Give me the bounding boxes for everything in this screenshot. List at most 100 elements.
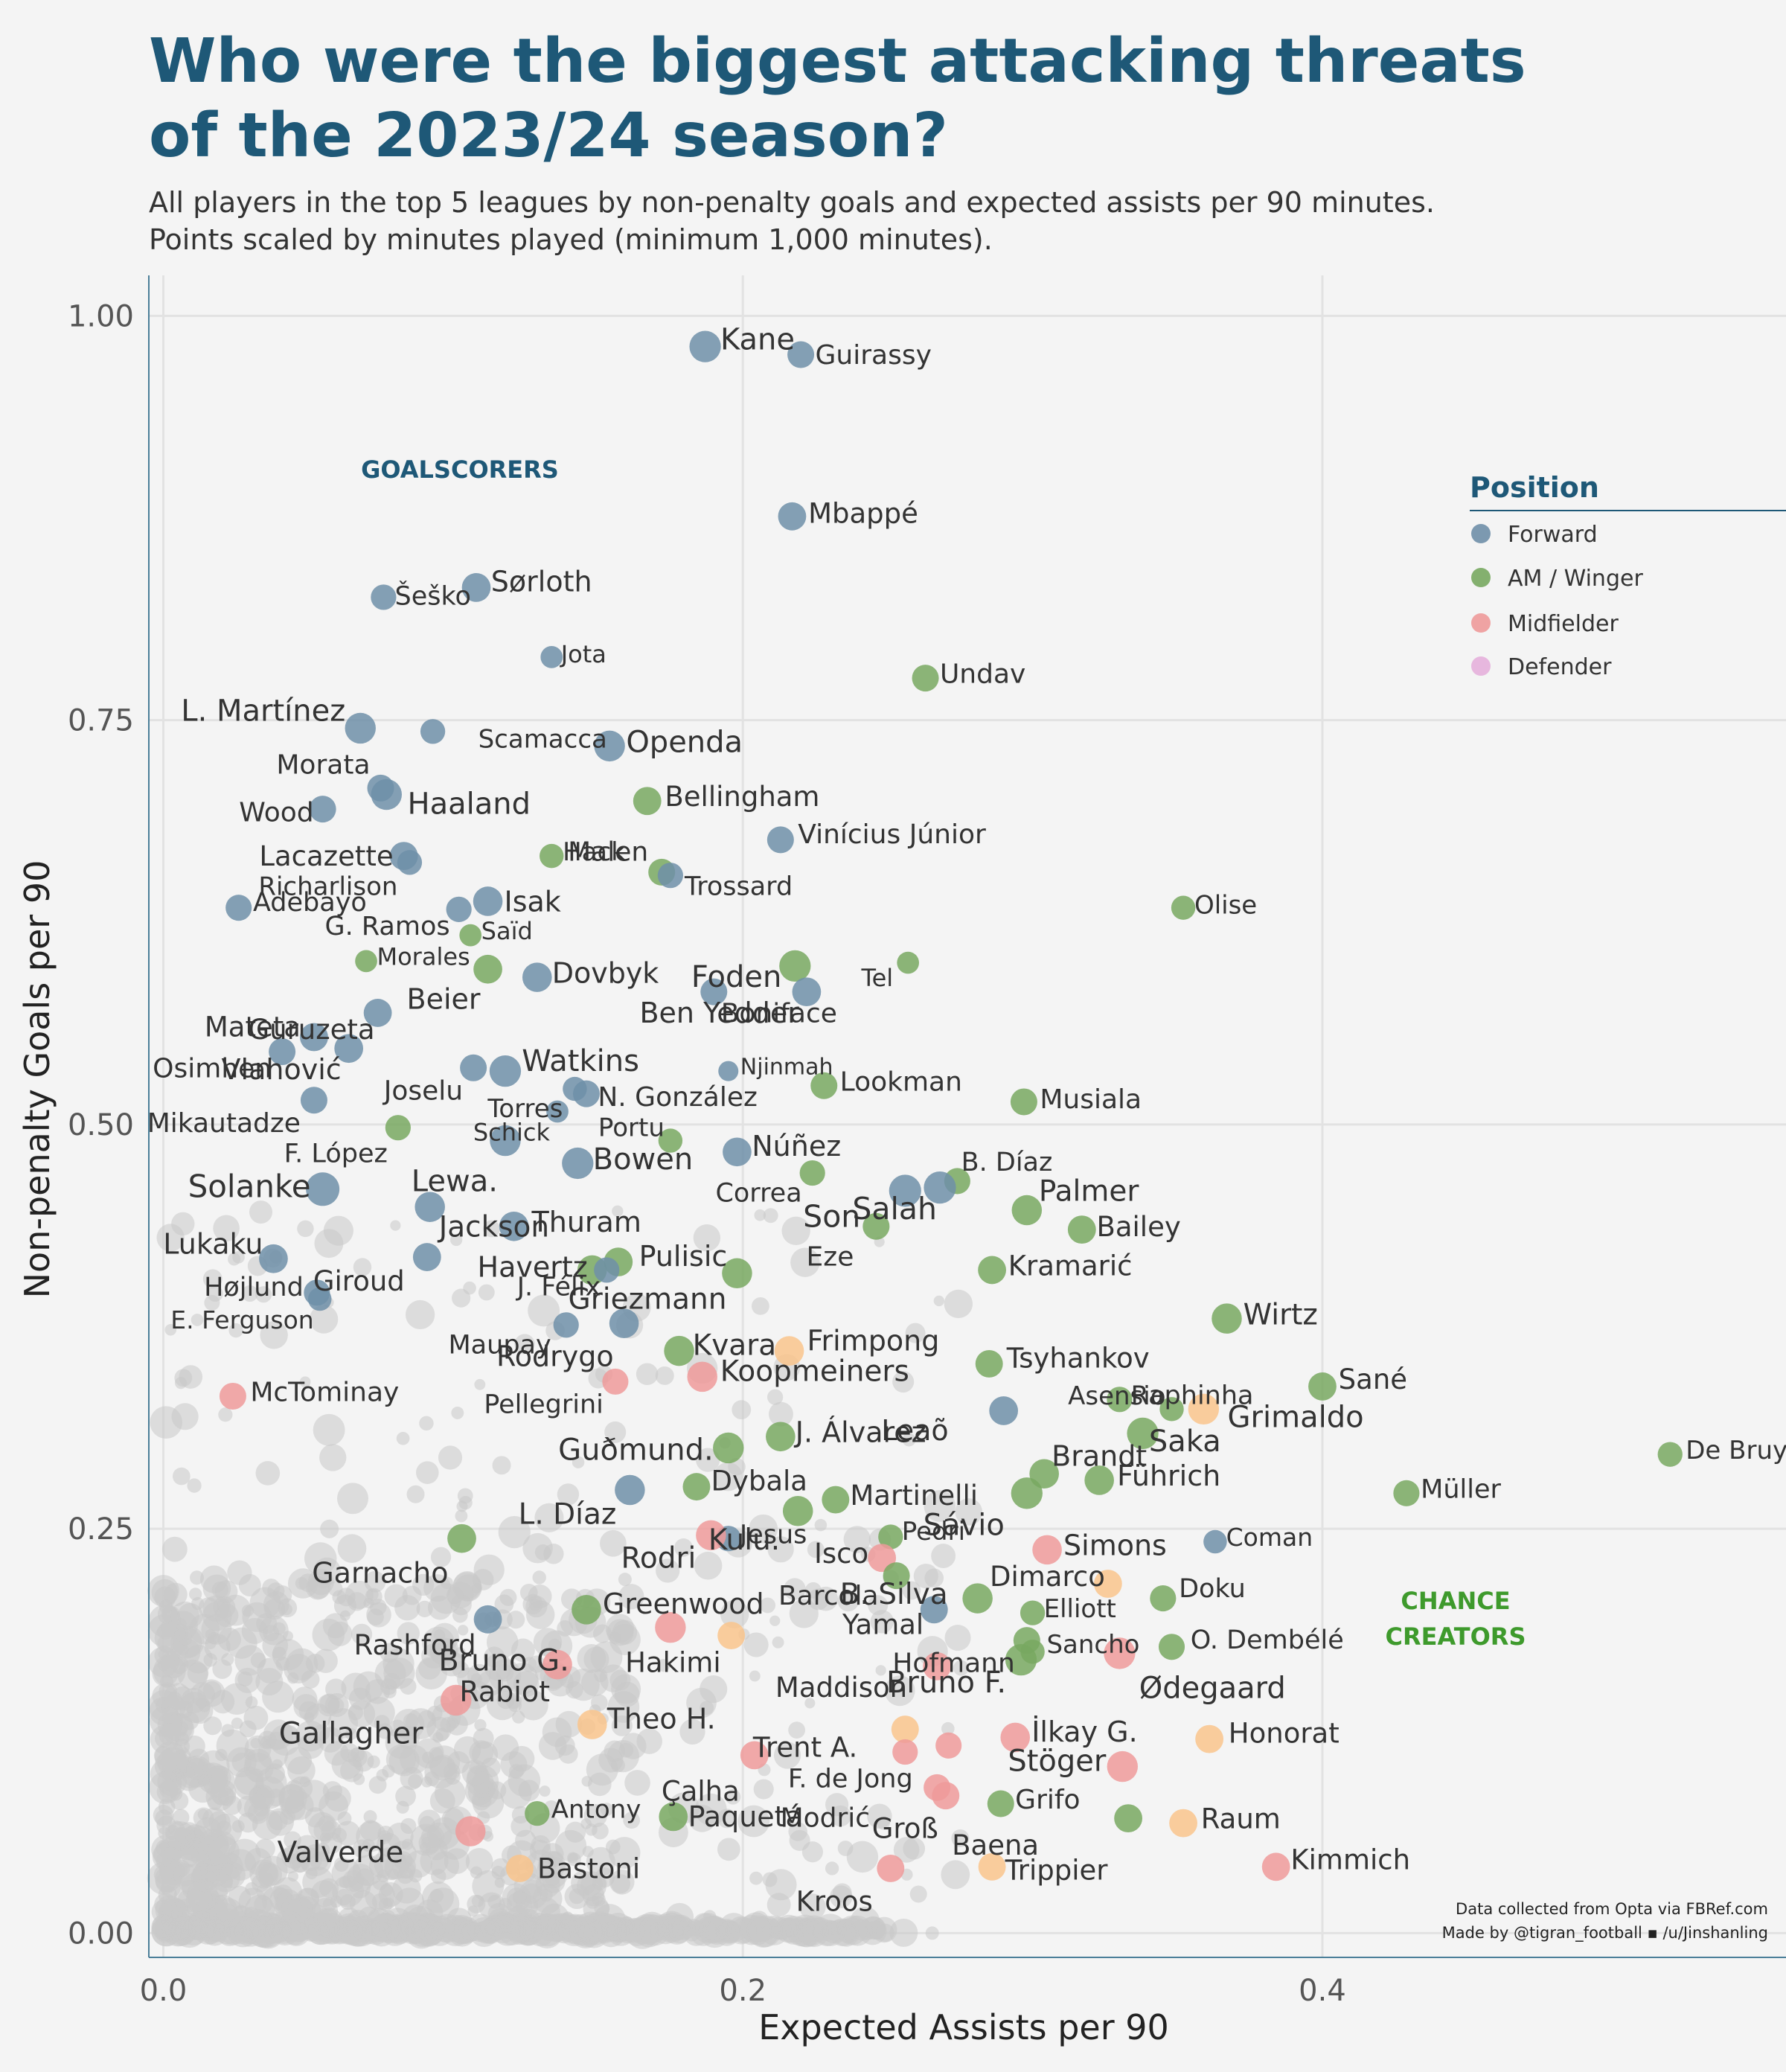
- background-point: [472, 1771, 494, 1794]
- background-point: [586, 1753, 618, 1786]
- point-hakimi: [717, 1622, 746, 1650]
- background-point: [760, 1597, 776, 1614]
- point-correa: [799, 1160, 825, 1186]
- background-point: [605, 1839, 621, 1855]
- background-point: [865, 1921, 878, 1934]
- label-raum: Raum: [1201, 1803, 1281, 1835]
- background-point: [203, 1716, 223, 1736]
- label-j-felix: J. Félix: [516, 1273, 601, 1302]
- background-point: [313, 1413, 345, 1446]
- point-bailey: [1067, 1215, 1096, 1244]
- background-point: [221, 1724, 234, 1737]
- background-point: [149, 1771, 182, 1804]
- point-valverde: [455, 1816, 486, 1846]
- credit-author: Made by @tigran_football ▪ /u/Jinshanlin…: [1442, 1924, 1768, 1942]
- label-mikautadze: Mikautadze: [147, 1108, 301, 1139]
- x-tick-label-1: 0.2: [719, 1974, 766, 2008]
- background-point: [356, 1820, 387, 1852]
- point-g-ramos: [446, 896, 472, 922]
- point-griezmann: [722, 1258, 752, 1289]
- point-koopmeiners: [687, 1361, 717, 1392]
- background-point: [157, 1747, 190, 1779]
- label-grifo: Grifo: [1015, 1785, 1080, 1815]
- legend-label-defender: Defender: [1508, 654, 1612, 680]
- background-point: [725, 1788, 741, 1805]
- label-pulisic: Pulisic: [639, 1240, 728, 1273]
- label-griezmann: Griezmann: [569, 1282, 727, 1316]
- background-point: [571, 1870, 597, 1896]
- label-son: Son: [803, 1198, 860, 1234]
- label-dybala: Dybala: [711, 1465, 807, 1497]
- background-point: [789, 1829, 810, 1851]
- background-point: [455, 1509, 468, 1523]
- background-point: [525, 1849, 557, 1881]
- background-point: [925, 1926, 939, 1940]
- background-point: [788, 1721, 806, 1739]
- legend-marker-forward: [1471, 524, 1491, 543]
- background-point: [692, 1913, 723, 1944]
- label-scamacca: Scamacca: [478, 725, 607, 755]
- background-point: [241, 1285, 258, 1302]
- background-point: [406, 1915, 439, 1947]
- background-point: [505, 1692, 522, 1710]
- background-point: [304, 1542, 337, 1575]
- background-point: [214, 1898, 243, 1928]
- background-point: [324, 1741, 349, 1766]
- point-gro: [932, 1782, 960, 1810]
- background-point: [624, 1770, 650, 1796]
- background-point: [406, 1299, 435, 1330]
- label-vlahovic: Vlahović: [222, 1053, 342, 1086]
- legend-title: Position: [1470, 471, 1599, 504]
- background-point: [171, 1403, 199, 1430]
- background-point: [498, 1516, 531, 1549]
- label-bruno-f: Bruno F.: [886, 1666, 1006, 1700]
- point-labels: Kane Guirassy Mbappé Sørloth Šeško Jota Undav L…: [147, 323, 1786, 1918]
- background-point: [255, 1461, 281, 1486]
- background-point: [325, 1678, 347, 1700]
- point-bellingham: [633, 787, 662, 816]
- background-point: [324, 1785, 351, 1812]
- point-paskal: [892, 1739, 918, 1765]
- label-beier: Beier: [407, 983, 481, 1016]
- annotation-goalscorers: GOALSCORERS: [361, 455, 559, 484]
- background-point: [179, 1925, 196, 1940]
- label-sane: Sané: [1339, 1363, 1407, 1395]
- point-schick: [546, 1100, 569, 1123]
- background-point: [215, 1748, 228, 1762]
- point-simons: [1032, 1535, 1062, 1565]
- point-vlahovic: [334, 1034, 364, 1064]
- background-point: [374, 1715, 390, 1731]
- background-point: [337, 1483, 368, 1515]
- background-point: [340, 1759, 364, 1782]
- background-point: [686, 1687, 717, 1718]
- background-point: [655, 1366, 674, 1385]
- background-point: [474, 1378, 486, 1390]
- label-fuhrich: Führich: [1117, 1459, 1220, 1492]
- point-dybala: [682, 1473, 711, 1501]
- background-point: [187, 1478, 202, 1493]
- background-point: [198, 1597, 220, 1618]
- label-jesus: Jesus: [738, 1520, 807, 1550]
- background-point: [396, 1431, 410, 1445]
- point-bruno-f: [1005, 1644, 1037, 1676]
- label-stoger: Stöger: [1008, 1745, 1107, 1779]
- point-foden: [779, 950, 811, 982]
- point-calha: [740, 1741, 769, 1770]
- background-point: [714, 1462, 743, 1491]
- background-point: [674, 1538, 693, 1557]
- background-point: [784, 1578, 806, 1600]
- background-point: [174, 1376, 188, 1390]
- point-tsyhankov: [975, 1350, 1003, 1378]
- x-tick-label-2: 0.4: [1299, 1974, 1346, 2008]
- point-greenwood: [572, 1594, 601, 1625]
- label-raphinha: Raphinha: [1131, 1381, 1254, 1411]
- label-coman: Coman: [1226, 1523, 1313, 1552]
- point-lukaku: [259, 1244, 288, 1273]
- chart-title-line2: of the 2023/24 season?: [149, 100, 948, 171]
- point-sesko: [371, 584, 397, 610]
- label-brandt: Brandt: [1052, 1440, 1147, 1473]
- label-sancho: Sancho: [1046, 1630, 1139, 1660]
- background-point: [221, 1653, 234, 1666]
- background-point: [218, 1407, 233, 1422]
- background-point: [470, 1866, 483, 1879]
